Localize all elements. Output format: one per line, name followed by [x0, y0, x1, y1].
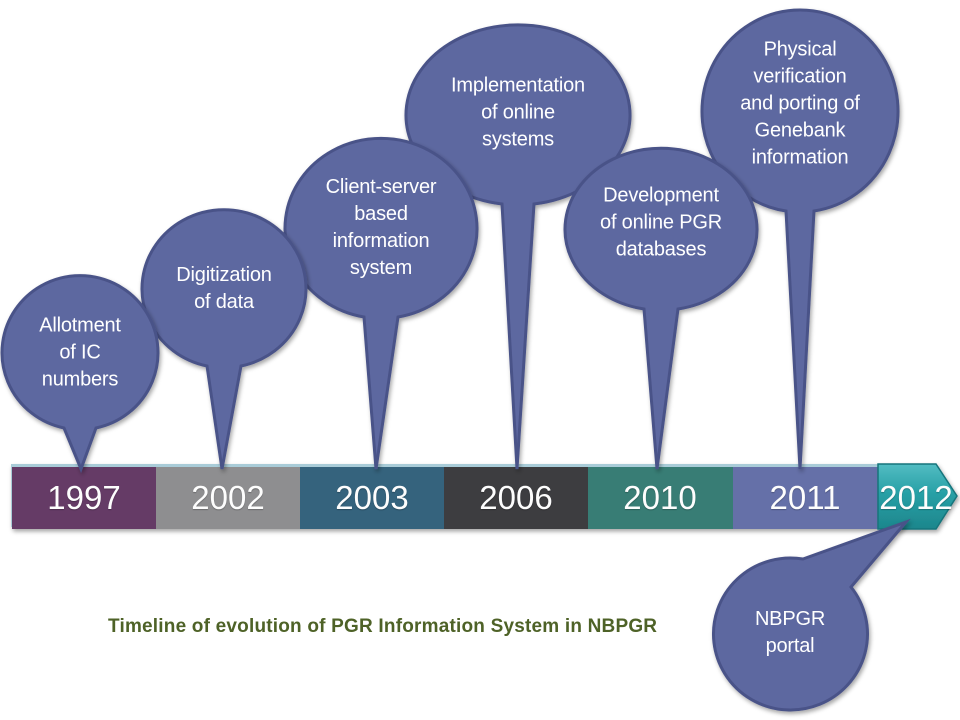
timeline-segment-2011	[733, 467, 878, 529]
slide-caption: Timeline of evolution of PGR Information…	[108, 616, 658, 637]
timeline-segment-2002	[156, 467, 300, 529]
timeline-arrow-2012	[877, 463, 958, 530]
balloon-2012-shape	[712, 518, 911, 712]
balloon-1997-shape	[0, 274, 160, 474]
timeline-segment-2003	[300, 467, 444, 529]
timeline-segment-2006	[444, 467, 588, 529]
balloon-2010-shape	[563, 146, 759, 470]
balloon-2002-shape	[140, 208, 308, 470]
balloon-2003-shape	[283, 136, 479, 470]
timeline-segment-2010	[588, 467, 733, 529]
timeline-segment-1997	[12, 467, 156, 529]
timeline-bar	[11, 463, 958, 530]
